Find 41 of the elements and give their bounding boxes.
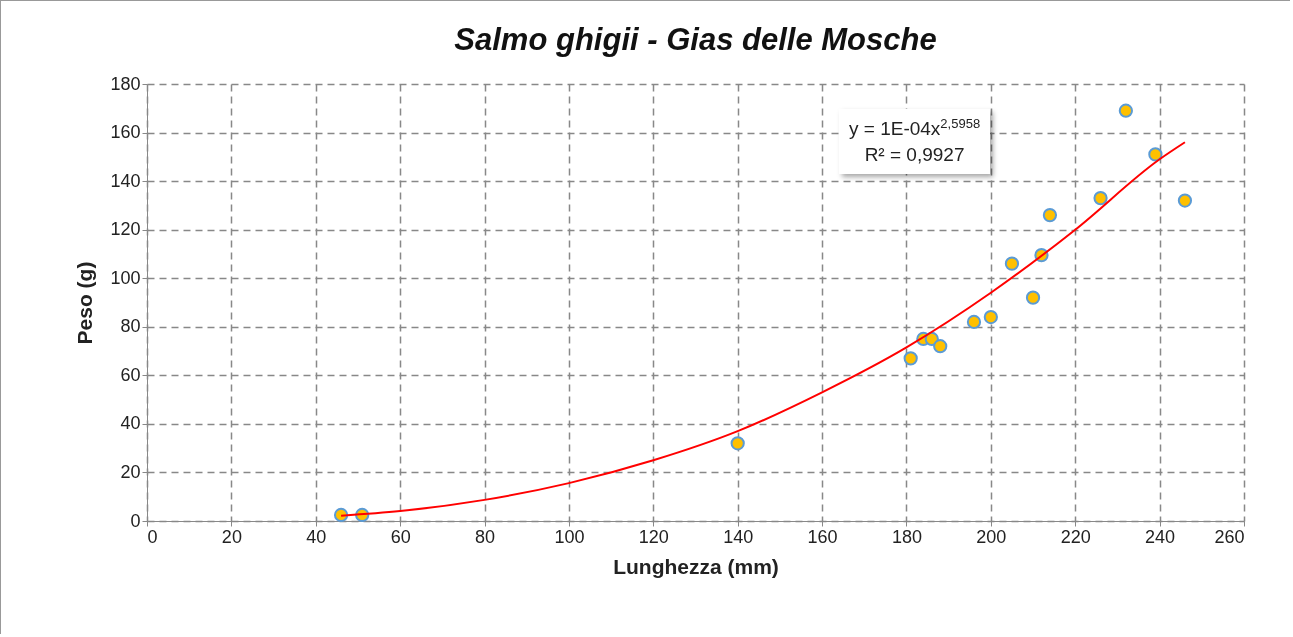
y-axis-title: Peso (g) bbox=[73, 261, 97, 345]
x-tick-label: 40 bbox=[306, 526, 327, 547]
point bbox=[933, 339, 948, 354]
y-tick-label: 120 bbox=[110, 219, 141, 240]
x-tick-label: 60 bbox=[390, 526, 411, 547]
annotation: R² = 0,9927 bbox=[863, 142, 966, 167]
y-tick-label: 60 bbox=[120, 364, 141, 385]
x-axis-title: Lunghezza (mm) bbox=[613, 554, 779, 578]
x-tick-label: 120 bbox=[638, 526, 669, 547]
chart-title: Salmo ghigii - Gias delle Mosche bbox=[454, 22, 937, 57]
x-tick-label: 0 bbox=[147, 526, 158, 547]
x-tick-label: 220 bbox=[1060, 526, 1091, 547]
point bbox=[966, 314, 982, 330]
annotation: y = 1E-04x$^{2,5958}$ bbox=[849, 115, 981, 142]
point bbox=[1177, 193, 1193, 208]
x-tick-label: 180 bbox=[891, 526, 922, 547]
point bbox=[730, 436, 745, 451]
point bbox=[1093, 190, 1108, 206]
x-tick-label: 140 bbox=[723, 526, 754, 547]
y-tick-label: 160 bbox=[110, 122, 141, 143]
x-tick-label: 100 bbox=[554, 526, 585, 547]
x-tick-label: 200 bbox=[976, 526, 1007, 547]
x-tick-label: 240 bbox=[1145, 526, 1176, 547]
point bbox=[983, 309, 998, 325]
point bbox=[1004, 256, 1020, 271]
point bbox=[1118, 103, 1133, 118]
x-tick-label: 260 bbox=[1214, 526, 1245, 547]
y-tick-label: 140 bbox=[110, 170, 141, 191]
x-tick-label: 80 bbox=[475, 526, 496, 547]
y-tick-label: 20 bbox=[120, 461, 141, 482]
y-tick-label: 0 bbox=[130, 510, 141, 531]
point bbox=[903, 351, 918, 366]
y-tick-label: 40 bbox=[120, 413, 141, 434]
point bbox=[1148, 147, 1163, 162]
y-tick-label: 100 bbox=[110, 267, 141, 288]
y-tick-label: 180 bbox=[110, 73, 141, 94]
point bbox=[1025, 290, 1041, 305]
point bbox=[1042, 207, 1058, 223]
x-tick-label: 160 bbox=[807, 526, 838, 547]
x-tick-label: 20 bbox=[221, 526, 242, 547]
y-tick-label: 80 bbox=[120, 316, 141, 337]
